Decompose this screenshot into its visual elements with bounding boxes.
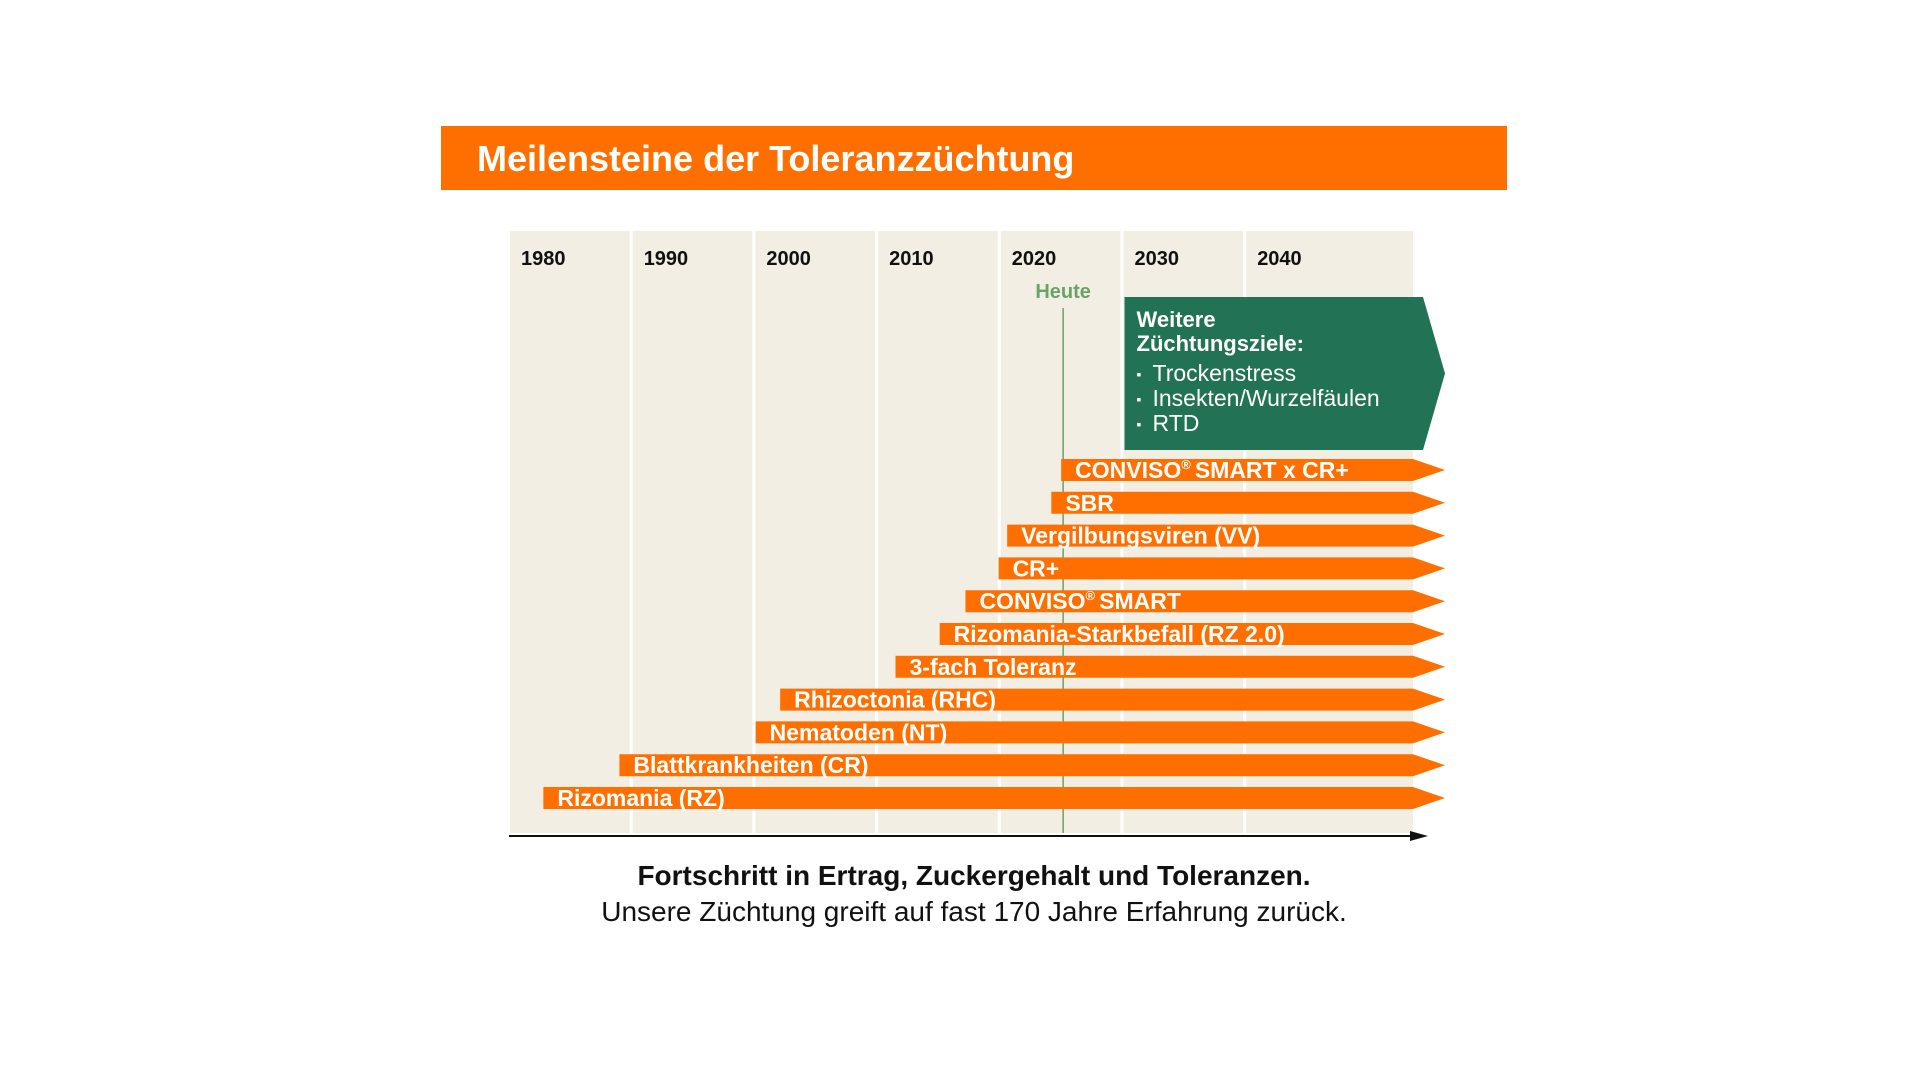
milestone-label-suffix: SMART x CR+ (1195, 457, 1349, 483)
milestone-bar (780, 688, 1445, 711)
milestone-label-main: Vergilbungsviren (VV) (1021, 523, 1260, 549)
milestone-label: Blattkrankheiten (CR) (633, 752, 868, 778)
registered-mark: ® (1086, 588, 1096, 603)
milestone-label-main: Rizomania-Starkbefall (RZ 2.0) (954, 621, 1285, 647)
milestone-label: Rhizoctonia (RHC) (794, 687, 996, 713)
milestone-bar (1051, 491, 1445, 514)
title-bar: Meilensteine der Toleranzzüchtung (441, 126, 1507, 190)
milestone-label-main: SBR (1065, 490, 1114, 516)
caption-regular: Unsere Züchtung greift auf fast 170 Jahr… (601, 896, 1347, 927)
milestone-label: Rizomania-Starkbefall (RZ 2.0) (954, 621, 1285, 647)
milestone-label-suffix: SMART (1099, 588, 1181, 614)
x-tick-label-2000: 2000 (766, 248, 811, 270)
registered-mark: ® (1181, 457, 1191, 472)
x-tick-label-2040: 2040 (1257, 248, 1302, 270)
milestone-bar (1007, 524, 1445, 547)
milestone-bar (965, 590, 1445, 613)
milestone-label: SBR (1065, 490, 1114, 516)
milestone-label-main: Rhizoctonia (RHC) (794, 687, 996, 713)
milestone-label: CR+ (1013, 555, 1060, 581)
future-goal-bullet: ▪ (1137, 366, 1142, 382)
x-tick-label-2030: 2030 (1135, 248, 1180, 270)
milestone-label-main: Rizomania (RZ) (557, 785, 724, 811)
decade-column-1980 (510, 231, 630, 833)
today-label: Heute (1035, 281, 1091, 303)
milestone-label: CONVISO® SMART x CR+ (1075, 457, 1349, 483)
chart-title: Meilensteine der Toleranzzüchtung (477, 138, 1075, 179)
decade-column-1990 (632, 231, 753, 833)
milestone-bar (1061, 459, 1445, 481)
future-goals-heading-line: Züchtungsziele: (1137, 331, 1304, 356)
x-tick-label-1980: 1980 (521, 248, 566, 270)
future-goal-bullet: ▪ (1137, 416, 1142, 432)
future-goal-bullet: ▪ (1137, 391, 1142, 407)
milestone-label-main: CR+ (1013, 555, 1060, 581)
milestone-label: Rizomania (RZ) (557, 785, 724, 811)
future-goals-box (1124, 297, 1445, 450)
milestone-bar (619, 754, 1445, 777)
future-goal-item: RTD (1153, 410, 1200, 436)
future-goal-item: Trockenstress (1153, 360, 1297, 386)
milestone-label-main: 3-fach Toleranz (910, 654, 1077, 680)
x-tick-label-1990: 1990 (644, 248, 689, 270)
time-axis-arrowhead (1410, 831, 1428, 841)
future-goals-heading-line: Weitere (1137, 307, 1216, 332)
x-tick-label-2020: 2020 (1012, 248, 1057, 270)
future-goal-item: Insekten/Wurzelfäulen (1153, 385, 1380, 411)
milestone-label: Vergilbungsviren (VV) (1021, 523, 1260, 549)
x-tick-label-2010: 2010 (889, 248, 934, 270)
milestone-label-main: Blattkrankheiten (CR) (633, 752, 868, 778)
milestone-bar (939, 623, 1445, 645)
caption-bold: Fortschritt in Ertrag, Zuckergehalt und … (637, 860, 1311, 891)
milestone-label-main: CONVISO (979, 588, 1085, 614)
milestone-label: CONVISO® SMART (979, 588, 1180, 614)
milestone-bar (998, 557, 1445, 580)
milestone-bar (895, 655, 1445, 678)
milestone-label: 3-fach Toleranz (910, 654, 1077, 680)
milestone-bar (543, 787, 1445, 809)
milestone-label: Nematoden (NT) (770, 719, 948, 745)
milestone-bar (755, 721, 1445, 744)
milestone-label-main: Nematoden (NT) (770, 719, 948, 745)
milestone-label-main: CONVISO (1075, 457, 1181, 483)
